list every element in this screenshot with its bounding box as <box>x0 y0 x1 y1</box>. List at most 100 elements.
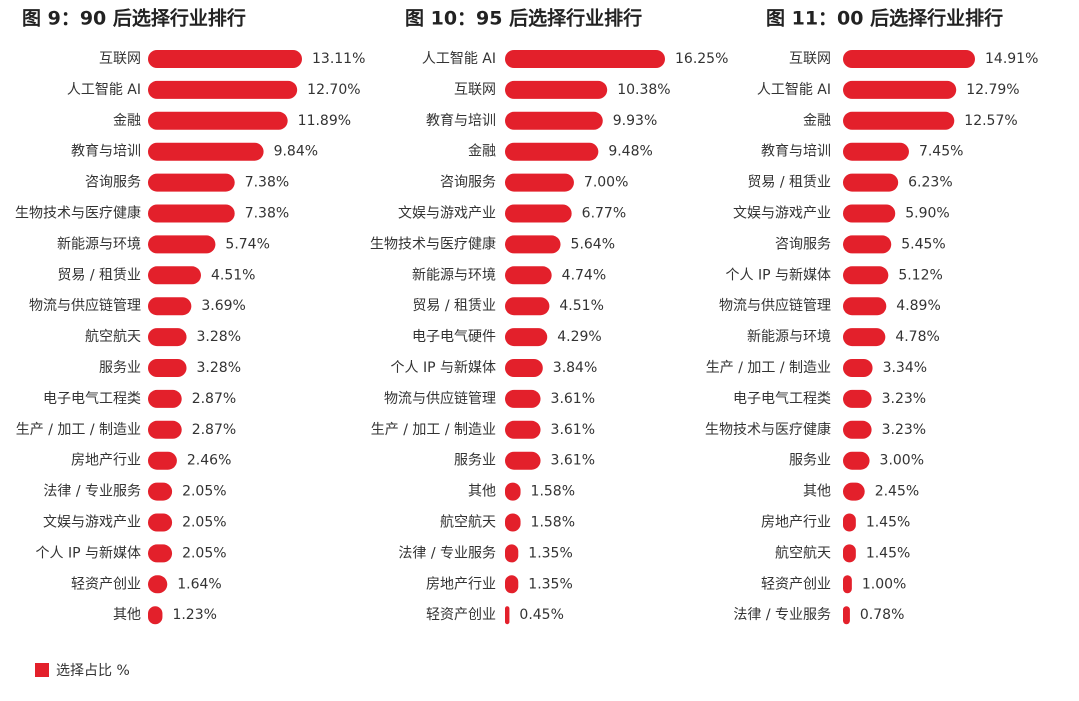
category-label: 互联网 <box>99 51 141 67</box>
bar <box>843 173 899 192</box>
category-label: 教育与培训 <box>426 113 496 129</box>
value-label: 11.89% <box>298 113 351 129</box>
category-label: 咨询服务 <box>440 175 496 191</box>
category-label: 新能源与环境 <box>412 267 496 283</box>
value-label: 0.45% <box>519 607 563 623</box>
category-label: 生物技术与医疗健康 <box>705 421 831 438</box>
category-label: 房地产行业 <box>71 453 141 469</box>
bar <box>148 50 302 68</box>
category-label: 电子电气硬件 <box>412 329 496 345</box>
bar <box>148 389 182 408</box>
value-label: 14.91% <box>985 51 1038 67</box>
chart-title: 图 9：90 后选择行业排行 <box>22 7 246 30</box>
chart-title: 图 11：00 后选择行业排行 <box>766 7 1003 30</box>
value-label: 2.45% <box>875 484 919 500</box>
bar <box>505 575 519 594</box>
value-label: 12.79% <box>966 82 1019 98</box>
value-label: 1.35% <box>528 545 572 561</box>
category-label: 金融 <box>803 113 831 129</box>
bar <box>148 482 173 501</box>
bar <box>148 544 173 563</box>
category-label: 新能源与环境 <box>747 329 831 345</box>
bar <box>843 297 887 316</box>
bar <box>148 328 187 347</box>
bar <box>505 451 541 470</box>
bar <box>505 420 541 439</box>
value-label: 2.87% <box>192 391 236 407</box>
category-label: 物流与供应链管理 <box>29 297 141 314</box>
bar <box>843 204 896 223</box>
category-label: 房地产行业 <box>761 515 831 531</box>
value-label: 4.89% <box>896 298 940 314</box>
value-label: 3.28% <box>197 329 241 345</box>
category-label: 新能源与环境 <box>57 236 141 252</box>
value-label: 4.74% <box>562 267 606 283</box>
value-label: 7.38% <box>245 175 289 191</box>
value-label: 1.58% <box>531 515 575 531</box>
category-label: 电子电气工程类 <box>733 391 831 407</box>
bar <box>843 142 909 161</box>
category-label: 咨询服务 <box>85 175 141 191</box>
category-label: 贸易 / 租赁业 <box>747 175 831 191</box>
category-label: 其他 <box>468 484 496 500</box>
bar <box>505 204 572 223</box>
value-label: 1.23% <box>172 607 216 623</box>
bar <box>843 513 856 532</box>
bar <box>843 266 889 285</box>
value-label: 6.23% <box>908 175 952 191</box>
category-label: 贸易 / 租赁业 <box>57 267 141 283</box>
value-label: 4.51% <box>211 267 255 283</box>
bar <box>148 451 177 470</box>
value-label: 10.38% <box>617 82 670 98</box>
category-label: 法律 / 专业服务 <box>398 545 496 561</box>
value-label: 4.29% <box>557 329 601 345</box>
bar <box>843 389 872 408</box>
category-label: 服务业 <box>789 453 831 469</box>
category-label: 航空航天 <box>440 515 496 531</box>
bar <box>505 359 543 377</box>
category-label: 文娱与游戏产业 <box>398 206 496 222</box>
legend-swatch <box>35 663 49 677</box>
category-label: 金融 <box>113 113 141 129</box>
bar <box>843 80 957 99</box>
legend-label: 选择占比 % <box>56 663 130 679</box>
category-label: 金融 <box>468 144 496 160</box>
bar <box>843 359 873 377</box>
category-label: 教育与培训 <box>761 144 831 160</box>
bar <box>505 111 603 130</box>
category-label: 物流与供应链管理 <box>719 297 831 314</box>
value-label: 3.61% <box>551 391 595 407</box>
category-label: 个人 IP 与新媒体 <box>391 360 496 376</box>
value-label: 4.51% <box>559 298 603 314</box>
bar <box>148 204 235 223</box>
category-label: 法律 / 专业服务 <box>43 484 141 500</box>
bar <box>148 297 192 316</box>
value-label: 2.87% <box>192 422 236 438</box>
category-label: 轻资产创业 <box>761 576 831 592</box>
bar <box>843 482 865 501</box>
bar <box>148 111 288 130</box>
bar <box>148 80 298 99</box>
bar <box>148 420 182 439</box>
value-label: 12.57% <box>964 113 1017 129</box>
bar <box>505 266 552 285</box>
bar <box>843 606 850 625</box>
value-label: 5.64% <box>571 236 615 252</box>
category-label: 个人 IP 与新媒体 <box>36 545 141 561</box>
value-label: 1.58% <box>531 484 575 500</box>
value-label: 3.84% <box>553 360 597 376</box>
bar <box>505 513 521 532</box>
category-label: 生产 / 加工 / 制造业 <box>371 422 496 438</box>
bar <box>505 328 548 347</box>
category-label: 其他 <box>803 484 831 500</box>
value-label: 3.23% <box>882 422 926 438</box>
value-label: 13.11% <box>312 51 365 67</box>
value-label: 2.46% <box>187 453 231 469</box>
category-label: 房地产行业 <box>426 576 496 592</box>
category-label: 服务业 <box>454 453 496 469</box>
value-label: 3.00% <box>880 453 924 469</box>
value-label: 5.12% <box>898 267 942 283</box>
bar <box>843 111 955 130</box>
value-label: 5.45% <box>901 236 945 252</box>
bar <box>843 50 975 68</box>
